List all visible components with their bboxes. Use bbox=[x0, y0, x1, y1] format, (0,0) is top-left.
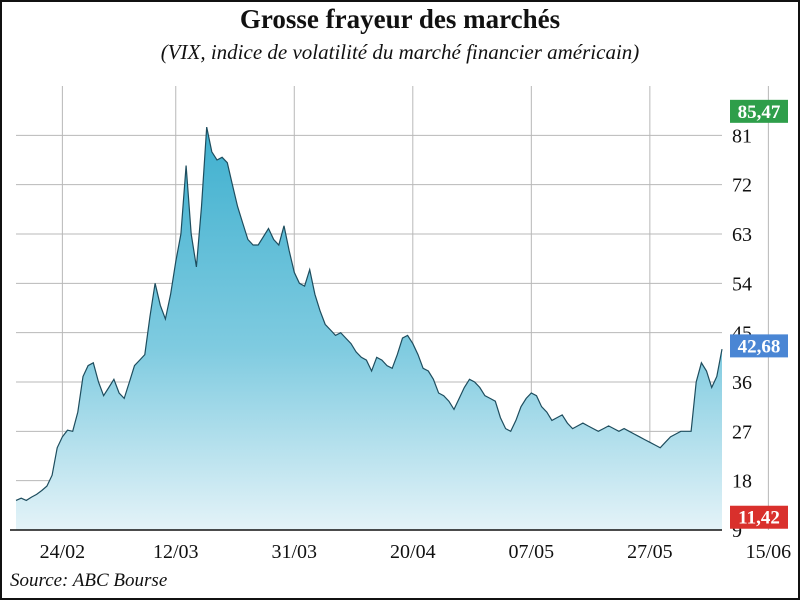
y-tick-label-8: 81 bbox=[732, 125, 752, 147]
value-badge-label-0: 85,47 bbox=[738, 102, 781, 123]
value-badge-label-2: 11,42 bbox=[738, 508, 780, 529]
y-tick-label-7: 72 bbox=[732, 175, 752, 197]
vix-area bbox=[16, 127, 722, 530]
x-tick-label-6: 15/06 bbox=[746, 541, 792, 563]
y-tick-label-2: 27 bbox=[732, 421, 752, 443]
value-badge-bg-1 bbox=[730, 334, 788, 358]
value-badge-1: 42,68 bbox=[730, 334, 788, 358]
chart-subtitle: (VIX, indice de volatilité du marché fin… bbox=[160, 40, 640, 64]
value-badge-0: 85,47 bbox=[730, 99, 788, 123]
vix-line bbox=[15, 126, 723, 502]
y-tick-label-1: 18 bbox=[732, 471, 752, 493]
chart-source: Source: ABC Bourse bbox=[10, 570, 168, 591]
value-badge-2: 11,42 bbox=[730, 505, 788, 529]
y-tick-label-5: 54 bbox=[732, 273, 752, 295]
x-tick-label-5: 27/05 bbox=[627, 541, 673, 563]
y-tick-label-6: 63 bbox=[732, 224, 752, 246]
value-badge-bg-0 bbox=[730, 99, 788, 123]
y-tick-label-3: 36 bbox=[732, 372, 752, 394]
x-tick-label-1: 12/03 bbox=[153, 541, 199, 563]
chart-title: Grosse frayeur des marchés bbox=[239, 4, 561, 34]
x-tick-label-4: 07/05 bbox=[509, 541, 555, 563]
value-badge-label-1: 42,68 bbox=[738, 336, 781, 357]
y-tick-label-0: 9 bbox=[732, 520, 742, 542]
x-tick-label-3: 20/04 bbox=[390, 541, 436, 563]
x-tick-label-2: 31/03 bbox=[271, 541, 317, 563]
x-tick-label-0: 24/02 bbox=[40, 541, 86, 563]
value-badge-bg-2 bbox=[730, 505, 788, 529]
